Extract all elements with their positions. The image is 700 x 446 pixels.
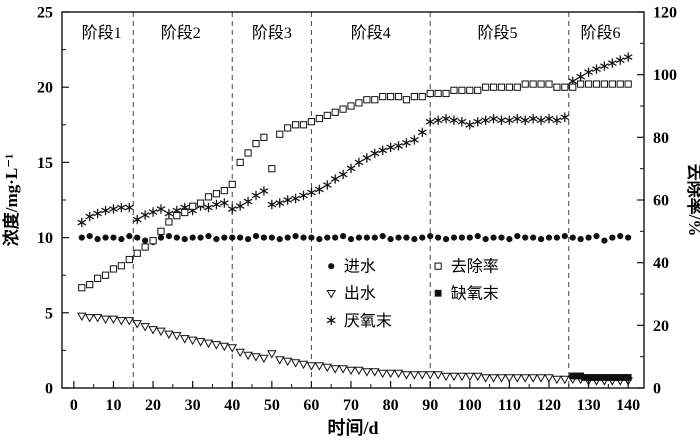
series-anoxic-end xyxy=(569,372,632,381)
svg-text:20: 20 xyxy=(653,318,669,335)
svg-text:60: 60 xyxy=(653,193,669,210)
svg-text:阶段5: 阶段5 xyxy=(478,24,518,42)
axis-ticks: 0 10 20 30 40 50 60 70 80 90 100 110 120 130 140 0 5 10 15… xyxy=(37,5,677,415)
svg-text:0: 0 xyxy=(653,381,661,398)
svg-text:0: 0 xyxy=(45,381,53,398)
svg-text:90: 90 xyxy=(422,397,438,414)
svg-text:70: 70 xyxy=(343,397,359,414)
svg-text:阶段3: 阶段3 xyxy=(252,24,292,42)
svg-text:120: 120 xyxy=(653,5,677,22)
svg-text:120: 120 xyxy=(537,397,561,414)
svg-text:50: 50 xyxy=(264,397,280,414)
left-y-axis-title: 浓度/mg·L⁻¹ xyxy=(1,154,21,246)
svg-text:40: 40 xyxy=(224,397,240,414)
svg-text:缺氧末: 缺氧末 xyxy=(451,285,499,303)
svg-text:0: 0 xyxy=(70,397,78,414)
svg-text:20: 20 xyxy=(145,397,161,414)
series-influent xyxy=(78,232,632,246)
svg-text:厌氧末: 厌氧末 xyxy=(344,312,392,330)
svg-text:15: 15 xyxy=(37,155,53,172)
svg-text:60: 60 xyxy=(303,397,319,414)
svg-text:80: 80 xyxy=(653,130,669,147)
svg-text:110: 110 xyxy=(498,397,521,414)
svg-text:140: 140 xyxy=(616,397,640,414)
svg-text:去除率: 去除率 xyxy=(451,258,499,276)
legend-item-anaerobic-end: 厌氧末 xyxy=(326,312,392,330)
svg-text:80: 80 xyxy=(383,397,399,414)
legend-item-influent: 进水 xyxy=(328,258,376,276)
svg-text:100: 100 xyxy=(653,67,677,84)
svg-text:20: 20 xyxy=(37,80,53,97)
stage-labels: 阶段1 阶段2 阶段3 阶段4 阶段5 阶段6 xyxy=(82,24,621,42)
svg-text:阶段1: 阶段1 xyxy=(82,24,122,42)
legend-item-removal-rate: 去除率 xyxy=(434,258,499,276)
svg-text:100: 100 xyxy=(458,397,482,414)
series-removal-rate xyxy=(78,80,632,292)
right-y-axis-title: 去除率/% xyxy=(685,164,700,237)
svg-text:30: 30 xyxy=(185,397,201,414)
svg-text:阶段2: 阶段2 xyxy=(161,24,201,42)
svg-text:阶段6: 阶段6 xyxy=(580,24,620,42)
svg-text:40: 40 xyxy=(653,255,669,272)
series-anaerobic-end xyxy=(77,52,633,228)
svg-text:阶段4: 阶段4 xyxy=(351,24,391,42)
svg-text:130: 130 xyxy=(577,397,601,414)
svg-text:10: 10 xyxy=(105,397,121,414)
svg-text:进水: 进水 xyxy=(344,258,376,276)
axis-titles: 时间/d 浓度/mg·L⁻¹ 去除率/% xyxy=(1,154,700,438)
svg-text:10: 10 xyxy=(37,230,53,247)
svg-text:出水: 出水 xyxy=(344,285,376,303)
x-axis-title: 时间/d xyxy=(327,418,378,438)
svg-text:25: 25 xyxy=(37,5,53,22)
legend-item-effluent: 出水 xyxy=(326,285,376,303)
svg-text:5: 5 xyxy=(45,305,53,322)
legend-item-anoxic-end: 缺氧末 xyxy=(434,285,499,303)
